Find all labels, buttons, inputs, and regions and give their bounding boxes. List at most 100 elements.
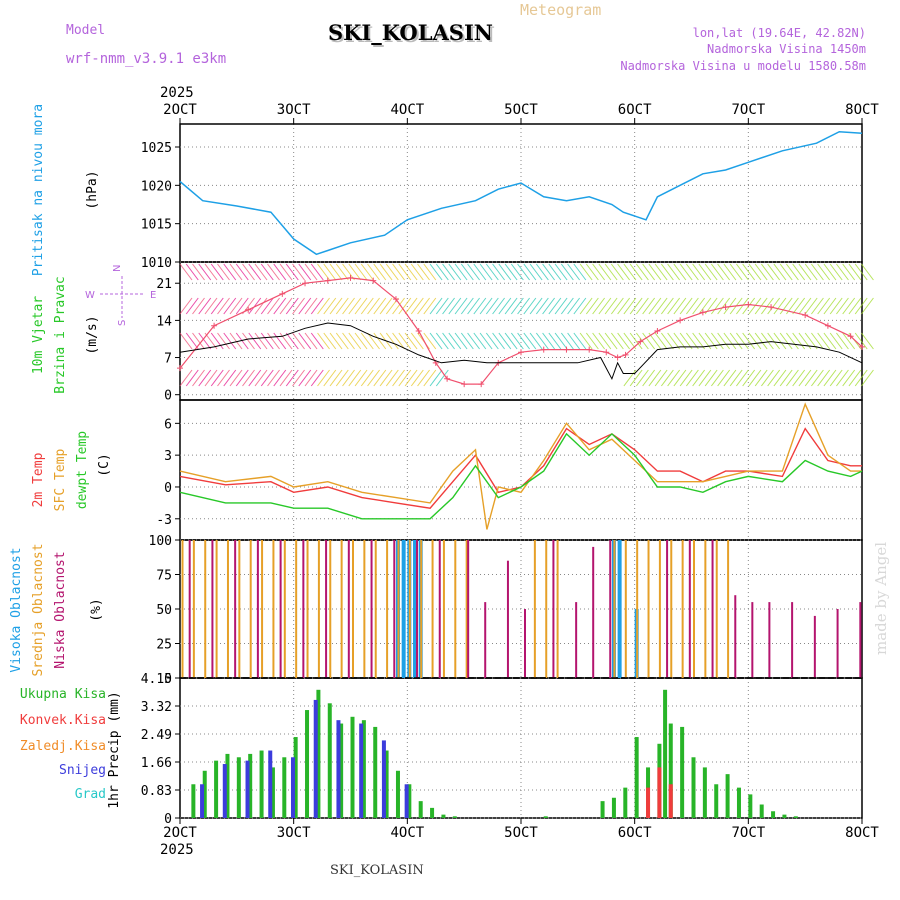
wind-barb — [542, 332, 555, 350]
wind-barb — [317, 332, 330, 350]
wind-barb — [460, 297, 474, 315]
wind-speed-marker — [677, 317, 684, 324]
precip-legend-2: Zaledj.Kisa — [20, 739, 106, 754]
cloud-bar — [658, 540, 661, 678]
cloud-bar — [370, 540, 373, 678]
wind-speed-marker — [540, 346, 547, 353]
precip-bar — [327, 703, 332, 818]
wind-speed-marker — [211, 322, 218, 329]
wind-barb — [417, 297, 430, 315]
wind-barb — [367, 297, 380, 315]
cloud-bar — [340, 540, 343, 678]
wind-barb — [654, 263, 668, 281]
wind-barb — [235, 263, 249, 281]
wind-barb — [254, 369, 268, 387]
cloud-bar — [533, 540, 536, 678]
wind-barb — [667, 297, 681, 315]
wind-barb — [498, 297, 512, 315]
precip-bar — [222, 764, 227, 818]
cloud-bar — [188, 540, 191, 678]
cloud-bar — [454, 540, 457, 678]
wind-barb — [492, 263, 505, 281]
wind-barb — [279, 297, 293, 315]
wind-barb — [798, 297, 812, 315]
precip-bar — [430, 807, 435, 818]
wind-barb — [435, 369, 449, 387]
wind-barb — [467, 263, 480, 281]
wind-barb — [210, 332, 224, 350]
wind-barb — [567, 263, 581, 281]
wind-barb — [779, 332, 793, 350]
precip-bar — [657, 767, 662, 818]
cloud-bar — [506, 560, 509, 678]
wind-barb — [836, 297, 849, 315]
wind-barb — [329, 332, 343, 350]
x-tick-label-top: 2OCT — [163, 102, 197, 118]
wind-barb — [529, 297, 543, 315]
wind-barb — [704, 332, 718, 350]
wind-barb — [848, 297, 862, 315]
wind-barb — [667, 369, 681, 387]
wind-barb — [217, 369, 230, 387]
wind-barb — [717, 297, 731, 315]
wind-barb — [836, 369, 849, 387]
cloud-bar — [352, 540, 354, 678]
wind-barb — [598, 332, 612, 350]
wind-speed-marker — [622, 351, 629, 358]
wind-barb — [335, 263, 349, 281]
x-tick-label-top: 7OCT — [731, 102, 765, 118]
wind-barb — [410, 263, 424, 281]
wind-barb — [248, 332, 262, 350]
wind-barb — [485, 332, 499, 350]
precip-bar — [191, 784, 196, 818]
precip-bar — [714, 784, 719, 818]
wind-barb — [229, 263, 243, 281]
wind-barb — [779, 263, 793, 281]
wind-barb — [610, 297, 624, 315]
wind-barb — [623, 297, 637, 315]
wind-barb — [342, 332, 355, 350]
wind-barb — [660, 297, 674, 315]
wind-barb — [573, 297, 587, 315]
precip-bar — [202, 770, 207, 818]
wind-mean-line — [179, 322, 863, 381]
wind-barb — [823, 263, 837, 281]
wind-barb — [329, 369, 343, 387]
temp-title-sfc: SFC Temp — [53, 449, 68, 512]
wind-barb — [329, 263, 343, 281]
wind-barb — [185, 332, 199, 350]
wind-barb — [654, 332, 668, 350]
wind-barb — [179, 297, 193, 315]
wind-barb — [504, 297, 518, 315]
wind-barb — [510, 297, 524, 315]
wind-barb — [367, 263, 380, 281]
wind-barb — [773, 332, 787, 350]
wind-barb — [385, 369, 399, 387]
wind-barb — [767, 297, 781, 315]
wind-barb — [798, 369, 812, 387]
y-tick-label: 0 — [164, 389, 172, 404]
wind-speed-marker — [847, 333, 854, 340]
wind-barb — [354, 332, 368, 350]
wind-barb — [610, 263, 624, 281]
wind-barb — [698, 369, 712, 387]
wind-barb — [323, 297, 337, 315]
cloud-bar — [484, 602, 487, 678]
wind-barb — [323, 332, 337, 350]
wind-barb — [517, 263, 530, 281]
precip-bar — [691, 757, 696, 818]
wind-barb — [379, 369, 393, 387]
wind-barb — [748, 297, 762, 315]
wind-barb — [748, 332, 762, 350]
y-tick-label: 6 — [164, 417, 172, 432]
wind-speed-marker — [461, 381, 468, 388]
wind-barb — [204, 369, 218, 387]
wind-barb — [792, 332, 806, 350]
cloud-bar — [306, 540, 309, 678]
cloud-bar — [624, 540, 627, 678]
wind-barb — [348, 263, 362, 281]
wind-barb — [617, 263, 631, 281]
cloud-bar — [693, 540, 695, 678]
wind-barb — [567, 332, 581, 350]
wind-barb — [485, 263, 499, 281]
